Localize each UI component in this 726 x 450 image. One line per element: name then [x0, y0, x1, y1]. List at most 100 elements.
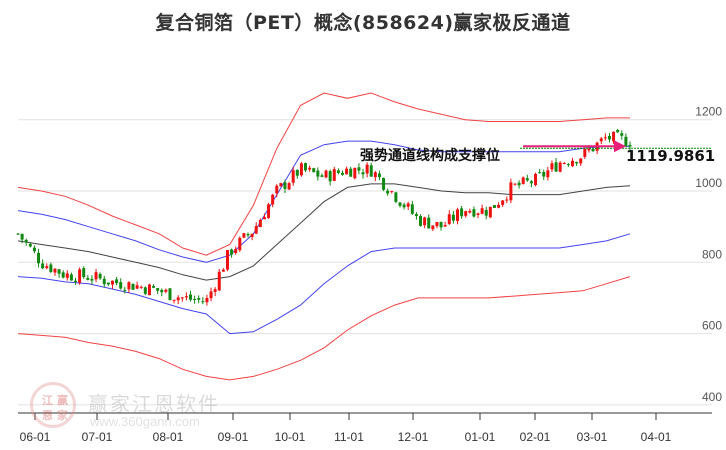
candle [143, 287, 147, 294]
candle [398, 202, 402, 206]
candle [61, 272, 65, 278]
candle [492, 205, 496, 208]
outer-lower-band [17, 276, 631, 381]
candle [501, 200, 505, 205]
watermark-logo-icon: 江 赢 恩 家 [30, 382, 76, 428]
candle [460, 208, 464, 217]
y-tick-label: 400 [702, 390, 722, 404]
candle [447, 214, 451, 224]
candle [484, 209, 488, 216]
candle [45, 266, 49, 269]
candle [267, 204, 271, 218]
candle [382, 178, 386, 190]
candle [69, 274, 73, 281]
candle [82, 268, 86, 278]
candle [373, 172, 377, 178]
candle [139, 286, 143, 288]
candle [542, 172, 546, 177]
candle [225, 250, 229, 270]
x-tick-label: 12-01 [398, 430, 429, 444]
candle [345, 168, 349, 175]
x-tick-label: 08-01 [153, 430, 184, 444]
candle [135, 285, 139, 289]
x-tick-label: 06-01 [20, 430, 51, 444]
candle [353, 167, 357, 179]
candle [480, 208, 484, 214]
candle [357, 167, 361, 171]
candle [328, 171, 332, 182]
candle [24, 239, 28, 243]
y-axis: 400 600 800 1000 1200 [695, 105, 722, 404]
candle [525, 178, 529, 181]
candle [603, 137, 607, 139]
candle [620, 133, 624, 136]
candle [497, 204, 501, 208]
candle [419, 216, 423, 226]
candle [197, 298, 201, 300]
candle [455, 209, 459, 221]
candle [332, 169, 336, 181]
candle [402, 204, 406, 208]
candle [65, 273, 69, 278]
candle [262, 217, 266, 220]
candle [16, 233, 20, 235]
candle [414, 214, 418, 217]
candle [201, 301, 205, 303]
candle [115, 279, 119, 284]
candle [213, 289, 217, 292]
candle [304, 163, 308, 171]
candle [86, 278, 90, 280]
candle [369, 165, 373, 177]
candle [258, 219, 262, 228]
x-tick-label: 09-01 [218, 430, 249, 444]
candle [320, 175, 324, 177]
candle [558, 162, 562, 172]
x-tick-label: 11-01 [334, 430, 364, 444]
candle [394, 192, 398, 202]
candle [37, 252, 41, 264]
candle [160, 289, 164, 293]
candle [217, 271, 221, 291]
candle [427, 217, 431, 229]
candle [230, 249, 234, 255]
candle [221, 269, 225, 272]
x-axis: 06-01 07-01 08-01 09-01 10-01 11-01 12-01 01-01… [20, 413, 672, 444]
candle [283, 182, 287, 189]
y-tick-label: 1000 [695, 176, 722, 190]
support-price-label: 1119.9861 [626, 147, 715, 165]
middle-line [17, 183, 631, 281]
x-tick-label: 07-01 [82, 430, 113, 444]
candle [90, 278, 94, 281]
candle [431, 225, 435, 230]
candle [57, 269, 61, 274]
candle [246, 234, 250, 236]
candle [193, 298, 197, 300]
candle [308, 167, 312, 170]
candle [509, 182, 513, 201]
candle [299, 163, 303, 176]
candle [476, 213, 480, 215]
candle [156, 288, 160, 291]
candle [287, 183, 291, 190]
candle [41, 263, 45, 269]
x-tick-label: 03-01 [577, 430, 608, 444]
candle [550, 163, 554, 170]
candle [624, 136, 628, 147]
annotation-arrow [523, 140, 626, 153]
candle [513, 183, 517, 185]
candle [291, 170, 295, 183]
y-tick-label: 1200 [695, 105, 722, 119]
gridlines [18, 119, 712, 406]
candle [123, 289, 127, 291]
candle [324, 170, 328, 178]
candle [591, 148, 595, 152]
candle [472, 209, 476, 217]
candle [275, 185, 279, 194]
candle [439, 221, 443, 228]
candle [98, 273, 102, 279]
candle [349, 168, 353, 177]
candle [386, 190, 390, 194]
candle [616, 130, 620, 133]
candle [242, 233, 246, 238]
